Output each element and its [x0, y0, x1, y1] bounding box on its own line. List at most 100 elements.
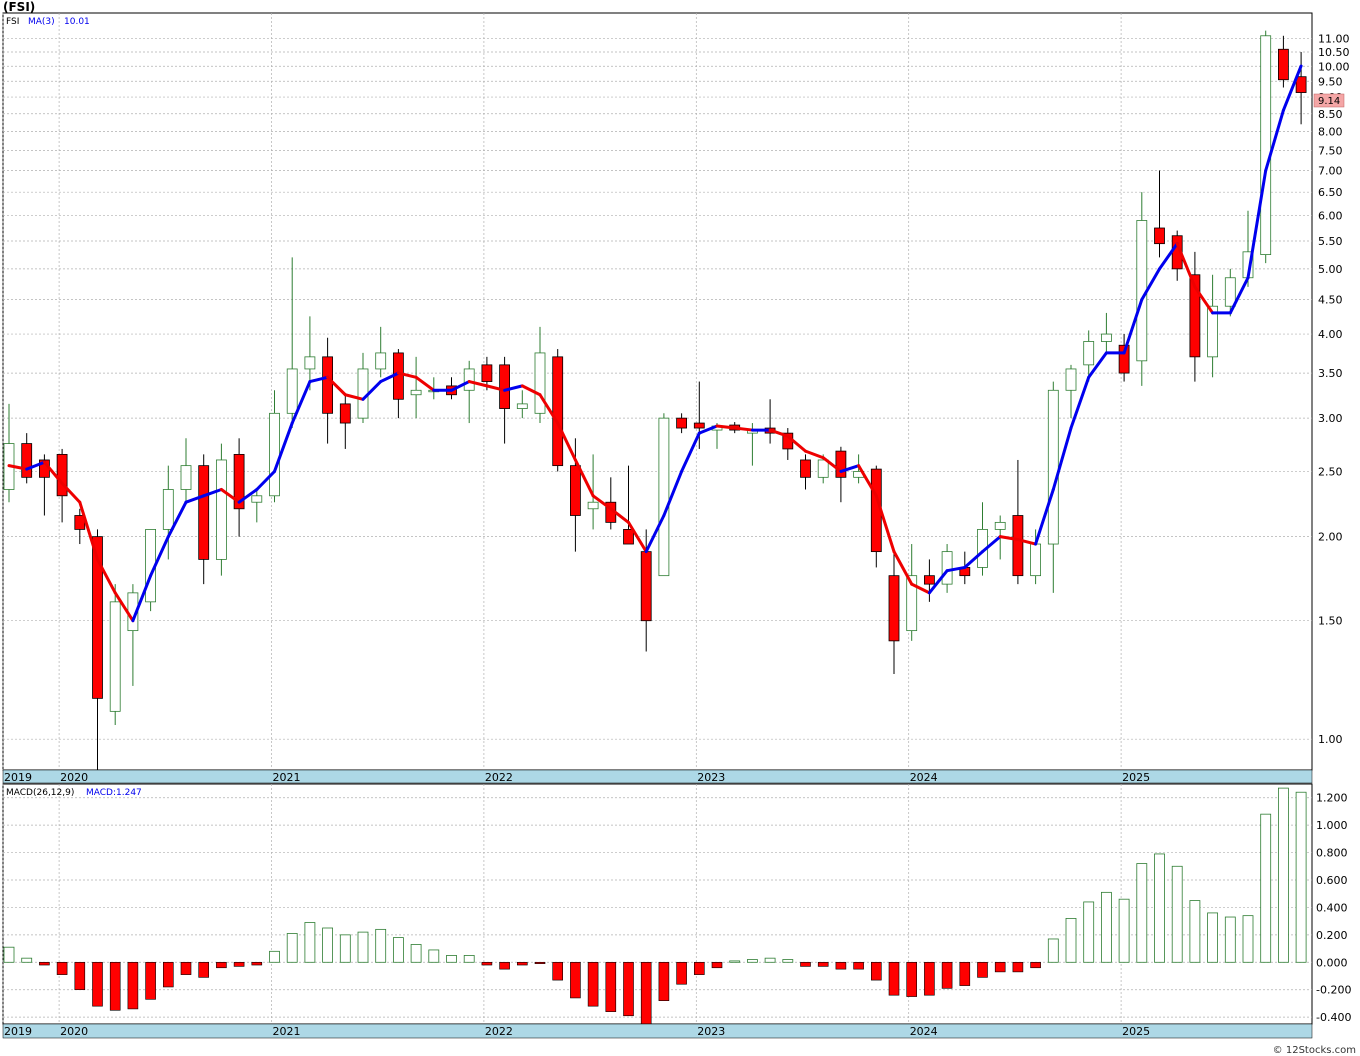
- macd-panel: 1.200 1.000 0.800 0.600 0.400 0.200 0.000 -0.20…: [2, 783, 1351, 1025]
- ma-line-segment: [414, 375, 436, 392]
- price-tick-label: 5.00: [1318, 263, 1343, 276]
- candle-body: [570, 465, 581, 516]
- candle-body: [269, 412, 280, 497]
- ma-line-segment: [202, 488, 223, 498]
- price-year-label: 2019: [4, 771, 32, 784]
- candle-body: [924, 575, 935, 585]
- candle-body: [180, 465, 192, 490]
- macd-bar: [180, 961, 192, 975]
- macd-tick-label: 1.000: [1316, 819, 1348, 832]
- ma-line-segment: [96, 557, 117, 595]
- ma-line-segment: [627, 520, 648, 554]
- ma-line-segment: [485, 384, 507, 392]
- candle-body: [658, 417, 670, 577]
- candle-body: [481, 364, 493, 382]
- candle-body: [1065, 368, 1077, 391]
- macd-bar: [1224, 916, 1236, 963]
- price-tick-label: 7.50: [1318, 144, 1343, 157]
- candle-body: [623, 529, 634, 545]
- candle-body: [1278, 48, 1289, 81]
- ma-line-segment: [166, 500, 188, 539]
- price-year-label: 2021: [273, 771, 301, 784]
- ma-line-segment: [290, 380, 312, 425]
- candle-body: [994, 521, 1006, 530]
- ma-line-segment: [927, 569, 949, 595]
- candle-body: [835, 450, 847, 478]
- ma-line-segment: [662, 469, 684, 518]
- ma-line-segment: [680, 431, 701, 473]
- ma-line-segment: [60, 481, 82, 504]
- macd-bar: [198, 961, 209, 978]
- candle-body: [339, 403, 351, 424]
- candle-body: [92, 536, 103, 699]
- candle-body: [304, 356, 316, 370]
- macd-bar: [587, 961, 599, 1007]
- price-tick-label: 6.00: [1318, 210, 1343, 223]
- macd-tick-label: 1.200: [1316, 792, 1348, 805]
- candle-body: [1012, 515, 1024, 577]
- macd-bar: [782, 959, 794, 963]
- macd-bar: [145, 961, 156, 1000]
- macd-tick-label: -0.400: [1316, 1011, 1351, 1024]
- macd-bar: [357, 931, 369, 963]
- price-tick-label: 5.50: [1318, 235, 1343, 248]
- macd-bar: [623, 961, 634, 1017]
- price-tick-label: 2.00: [1318, 531, 1343, 544]
- ma-line-segment: [644, 514, 666, 554]
- macd-bar: [747, 959, 758, 963]
- ma-line-segment: [874, 494, 896, 554]
- chart-title: (FSI): [3, 0, 36, 14]
- macd-bar: [552, 961, 564, 981]
- ma-line-segment: [1193, 285, 1215, 315]
- ma-line-segment: [591, 494, 613, 511]
- macd-value-label: MACD:1.247: [86, 788, 142, 798]
- macd-year-band: 2019 2020 2021 2022 2023 2024 2025: [2, 1023, 1313, 1039]
- price-year-label: 2024: [910, 771, 938, 784]
- candle-body: [676, 417, 687, 429]
- ma-line-segment: [1140, 267, 1161, 302]
- price-tick-label: 10.50: [1318, 46, 1350, 59]
- macd-bar: [994, 961, 1006, 973]
- candle-body: [941, 551, 953, 585]
- macd-year-label: 2024: [910, 1025, 938, 1038]
- ma-line-segment: [42, 460, 64, 485]
- candle-body: [1101, 333, 1112, 342]
- ma-line-segment: [25, 460, 46, 471]
- macd-label: MACD(26,12,9): [6, 788, 74, 798]
- macd-bar: [764, 957, 776, 963]
- ma-line-segment: [219, 488, 241, 504]
- price-panel-frame: [2, 12, 1313, 771]
- macd-bar: [693, 961, 705, 975]
- candle-body: [499, 364, 511, 409]
- macd-year-label: 2019: [4, 1025, 32, 1038]
- ma-line-segment: [503, 384, 524, 392]
- macd-bar: [640, 961, 652, 1025]
- macd-bar: [216, 961, 227, 969]
- price-tick-label: 1.00: [1318, 733, 1343, 746]
- macd-year-band-bg: [2, 1023, 1313, 1039]
- price-tick-label: 10.00: [1318, 60, 1350, 73]
- macd-bar: [1242, 915, 1254, 963]
- legend-symbol: FSI: [6, 17, 19, 27]
- macd-tick-label: 0.000: [1316, 956, 1348, 969]
- ma-line-segment: [963, 550, 984, 569]
- price-marks: [3, 30, 1307, 770]
- macd-year-label: 2023: [697, 1025, 725, 1038]
- candle-body: [463, 368, 475, 391]
- macd-year-label: 2025: [1122, 1025, 1150, 1038]
- macd-bar: [835, 961, 847, 970]
- ma-line-segment: [450, 380, 471, 392]
- macd-bar: [269, 950, 280, 963]
- ma-line-segment: [768, 428, 790, 438]
- macd-bar: [410, 944, 422, 963]
- last-price-badge: [1313, 93, 1345, 108]
- ma-line-segment: [733, 426, 754, 432]
- macd-bar: [1189, 900, 1201, 963]
- candle-body: [800, 459, 811, 478]
- macd-bar: [375, 928, 387, 963]
- price-tick-label: 8.50: [1318, 108, 1343, 121]
- macd-bar: [711, 961, 723, 969]
- ma-line-segment: [1158, 242, 1179, 271]
- macd-bar: [92, 961, 103, 1007]
- ma-line-segment: [821, 456, 843, 473]
